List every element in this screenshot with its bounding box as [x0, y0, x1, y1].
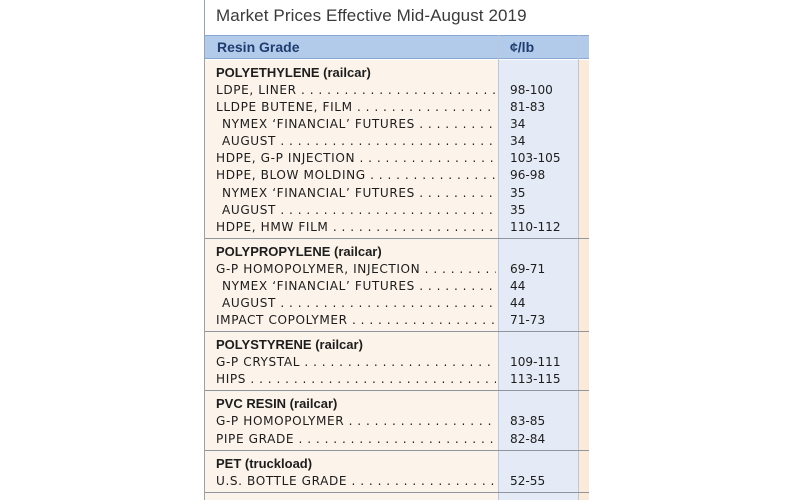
- price-table-body: POLYETHYLENE (railcar)LDPE, LINER98-100L…: [205, 60, 589, 493]
- resin-grade-name: NYMEX ‘FINANCIAL’ FUTURES: [222, 279, 496, 293]
- price-unit-header: ¢/lb: [510, 39, 535, 55]
- table-row: HIPS 113-115: [205, 371, 589, 388]
- resin-grade-header: Resin Grade: [217, 39, 300, 55]
- table-row: G-P HOMOPOLYMER, INJECTION 69-71: [205, 261, 589, 278]
- table-row: NYMEX ‘FINANCIAL’ FUTURES 34: [205, 116, 589, 133]
- page-title: Market Prices Effective Mid-August 2019: [216, 6, 527, 25]
- section-heading: PVC RESIN (railcar): [216, 396, 338, 412]
- resin-section: PVC RESIN (railcar) G-P HOMOPOLYMER 83-85 P…: [205, 391, 589, 451]
- price-value: 103-105: [510, 151, 561, 166]
- price-value: 109-111: [510, 355, 561, 370]
- price-value: 52-55: [510, 473, 546, 488]
- table-row: G-P CRYSTAL 109-111: [205, 354, 589, 371]
- price-value: 113-115: [510, 372, 561, 387]
- resin-grade-name: HDPE, HMW FILM: [216, 220, 496, 234]
- column-divider: [578, 35, 579, 500]
- price-column-background: [499, 60, 578, 500]
- price-value: 35: [510, 202, 526, 217]
- resin-grade-name: IMPACT COPOLYMER: [216, 313, 496, 327]
- resin-grade-name: AUGUST: [222, 203, 496, 217]
- price-value: 44: [510, 278, 526, 293]
- section-heading: POLYSTYRENE (railcar): [216, 337, 363, 353]
- left-border-rule: [204, 0, 205, 500]
- table-row: LLDPE BUTENE, FILM 81-83: [205, 99, 589, 116]
- table-edge-column: [579, 60, 589, 500]
- price-value: 44: [510, 296, 526, 311]
- price-value: 35: [510, 185, 526, 200]
- price-value: 98-100: [510, 83, 553, 97]
- section-heading: POLYETHYLENE (railcar): [216, 65, 371, 80]
- table-row: AUGUST 44: [205, 295, 589, 312]
- table-row: NYMEX ‘FINANCIAL’ FUTURES 35: [205, 185, 589, 202]
- section-heading: PET (truckload): [216, 455, 313, 471]
- section-heading: POLYPROPYLENE (railcar): [216, 243, 382, 259]
- resin-grade-name: PIPE GRADE: [216, 432, 496, 446]
- price-value: 34: [510, 134, 526, 149]
- resin-section: PET (truckload) U.S. BOTTLE GRADE 52-55: [205, 451, 589, 493]
- resin-grade-name: U.S. BOTTLE GRADE: [216, 474, 496, 488]
- table-row: U.S. BOTTLE GRADE 52-55: [205, 473, 589, 490]
- table-row: HDPE, G-P INJECTION 103-105: [205, 150, 589, 167]
- table-header-row: Resin Grade ¢/lb: [205, 35, 589, 59]
- price-value: 82-84: [510, 431, 546, 446]
- price-value: 110-112: [510, 219, 561, 234]
- resin-grade-name: HDPE, BLOW MOLDING: [216, 168, 496, 182]
- resin-section: POLYSTYRENE (railcar)G-P CRYSTAL109-111H…: [205, 332, 589, 392]
- resin-grade-name: HDPE, G-P INJECTION: [216, 151, 496, 165]
- resin-grade-name: AUGUST: [222, 134, 496, 148]
- table-row: HDPE, HMW FILM 110-112: [205, 219, 589, 236]
- resin-grade-name: G-P HOMOPOLYMER, INJECTION: [216, 262, 496, 276]
- price-value: 96-98: [510, 168, 546, 183]
- resin-grade-name: NYMEX ‘FINANCIAL’ FUTURES: [222, 117, 496, 131]
- price-value: 83-85: [510, 414, 546, 429]
- price-value: 71-73: [510, 313, 546, 328]
- resin-grade-name: G-P HOMOPOLYMER: [216, 414, 496, 428]
- resin-grade-name: HIPS: [216, 372, 496, 386]
- table-row: IMPACT COPOLYMER 71-73: [205, 312, 589, 329]
- resin-grade-name: LLDPE BUTENE, FILM: [216, 100, 496, 114]
- resin-grade-name: NYMEX ‘FINANCIAL’ FUTURES: [222, 186, 496, 200]
- table-row: LDPE, LINER 98-100: [205, 82, 589, 99]
- resin-grade-name: AUGUST: [222, 296, 496, 310]
- column-divider: [498, 35, 499, 500]
- price-value: 81-83: [510, 100, 546, 115]
- table-row: PIPE GRADE 82-84: [205, 431, 589, 448]
- table-row: HDPE, BLOW MOLDING 96-98: [205, 167, 589, 184]
- resin-grade-name: LDPE, LINER: [216, 83, 496, 97]
- resin-section: POLYPROPYLENE (railcar) G-P HOMOPOLYMER, …: [205, 239, 589, 333]
- price-value: 34: [510, 117, 526, 132]
- table-row: AUGUST 34: [205, 133, 589, 150]
- resin-section: POLYETHYLENE (railcar)LDPE, LINER98-100L…: [205, 60, 589, 239]
- table-row: G-P HOMOPOLYMER 83-85: [205, 413, 589, 430]
- table-row: AUGUST 35: [205, 202, 589, 219]
- resin-grade-name: G-P CRYSTAL: [216, 355, 496, 369]
- table-row: NYMEX ‘FINANCIAL’ FUTURES 44: [205, 278, 589, 295]
- price-value: 69-71: [510, 261, 546, 276]
